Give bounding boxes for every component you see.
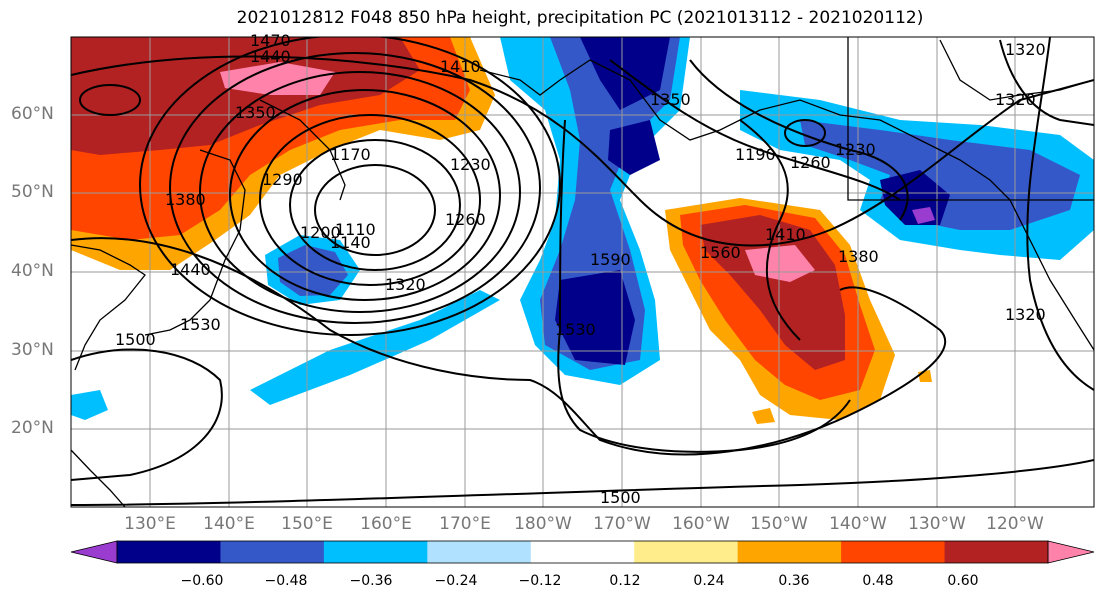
- colorbar-segment: [634, 541, 739, 563]
- contour-label: 1320: [385, 275, 426, 294]
- contour-label: 1590: [590, 250, 631, 269]
- contour-label: 1560: [700, 243, 741, 262]
- colorbar-segment: [427, 541, 532, 563]
- contour-label: 1190: [735, 145, 776, 164]
- colorbar-tick: −0.24: [434, 573, 478, 589]
- lon-label: 180°W: [514, 514, 572, 534]
- lat-label: 30°N: [11, 340, 54, 360]
- contour-label: 1500: [600, 488, 641, 507]
- contour-label: 1470: [250, 31, 291, 50]
- lon-label: 150°E: [281, 514, 333, 534]
- contour-label: 1110: [335, 220, 376, 239]
- colorbar-tick: −0.36: [349, 573, 393, 589]
- colorbar-segment: [117, 541, 221, 563]
- contour-label: 1380: [165, 190, 206, 209]
- colorbar-tick: −0.60: [180, 573, 224, 589]
- map-frame: [70, 36, 1095, 508]
- contour-label: 1320: [995, 90, 1036, 109]
- lat-label: 50°N: [11, 182, 54, 202]
- lon-label: 140°W: [829, 514, 887, 534]
- lon-label: 120°W: [986, 514, 1044, 534]
- lon-label: 140°E: [203, 514, 255, 534]
- colorbar-segment: [944, 541, 1049, 563]
- colorbar-tick: −0.12: [518, 573, 562, 589]
- lat-label: 40°N: [11, 261, 54, 281]
- colorbar-segment: [530, 541, 635, 563]
- contour-label: 1140: [330, 233, 371, 252]
- contour-label: 1530: [555, 320, 596, 339]
- colorbar-outline: [116, 540, 1049, 564]
- lat-label: 20°N: [11, 418, 54, 438]
- contour-label: 1350: [650, 90, 691, 109]
- colorbar: [70, 540, 1095, 564]
- contour-label: 1410: [440, 57, 481, 76]
- contour-label: 1260: [790, 153, 831, 172]
- contour-label: 1500: [115, 330, 156, 349]
- lon-label: 170°E: [439, 514, 491, 534]
- graticule: [71, 37, 1094, 507]
- colorbar-tick: −0.48: [264, 573, 308, 589]
- contour-label: 1440: [170, 260, 211, 279]
- colorbar-segment: [737, 541, 842, 563]
- lon-label: 160°E: [360, 514, 412, 534]
- contour-label: 1200: [300, 223, 341, 242]
- colorbar-segment: [841, 541, 946, 563]
- colorbar-segment: [220, 541, 325, 563]
- colorbar-tick: 0.12: [609, 573, 641, 589]
- colorbar-extend-high: [1047, 540, 1095, 564]
- colorbar-tick: 0.60: [947, 573, 979, 589]
- contour-label: 1530: [180, 315, 221, 334]
- colorbar-tick: 0.24: [693, 573, 725, 589]
- contour-label: 1350: [235, 103, 276, 122]
- lon-label: 170°W: [593, 514, 651, 534]
- coastlines: [71, 37, 1094, 507]
- height-contours: [71, 37, 1094, 506]
- contour-label: 1290: [262, 170, 303, 189]
- colorbar-tick: 0.48: [862, 573, 894, 589]
- contour-label: 1380: [838, 247, 879, 266]
- lon-label: 130°W: [908, 514, 966, 534]
- lon-label: 160°W: [672, 514, 730, 534]
- contour-label: 1170: [330, 145, 371, 164]
- contour-label: 1320: [1005, 305, 1046, 324]
- precipitation-shading: [71, 37, 1094, 424]
- lat-label: 60°N: [11, 104, 54, 124]
- contour-label: 1410: [765, 225, 806, 244]
- contour-label: 1320: [1005, 40, 1046, 59]
- contour-label: 1230: [835, 140, 876, 159]
- contour-label: 1230: [450, 155, 491, 174]
- lon-label: 130°E: [124, 514, 176, 534]
- contour-labels: 1470 1440 1410 1350 1290 1170 1230 1260 …: [115, 31, 1046, 507]
- lon-label: 150°W: [750, 514, 808, 534]
- map-title: 2021012812 F048 850 hPa height, precipit…: [236, 8, 924, 28]
- colorbar-segment: [323, 541, 428, 563]
- colorbar-extend-low: [70, 540, 118, 564]
- contour-label: 1260: [445, 210, 486, 229]
- colorbar-tick: 0.36: [778, 573, 810, 589]
- contour-label: 1440: [250, 47, 291, 66]
